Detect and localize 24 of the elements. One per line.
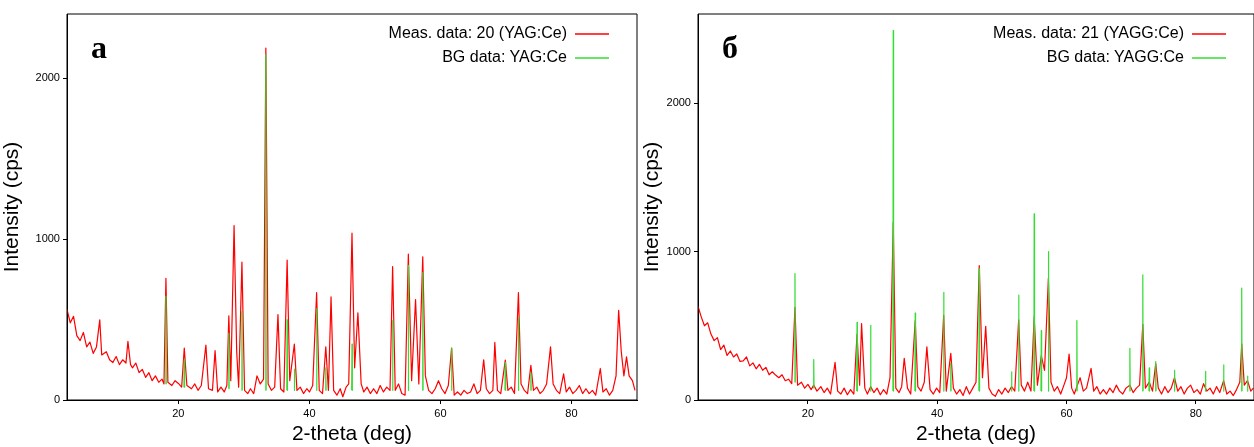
y-tick-label: 2000 (666, 96, 691, 109)
legend-label: BG data: YAG:Ce (442, 48, 568, 66)
x-axis-title: 2-theta (deg) (915, 421, 1037, 445)
x-tick-label: 20 (801, 406, 815, 419)
legend-label: Meas. data: 21 (YAGG:Ce) (993, 24, 1184, 42)
y-tick-label: 2000 (35, 71, 60, 84)
y-tick-label: 1000 (35, 232, 60, 245)
annotation: а (91, 29, 107, 65)
legend-label: BG data: YAGG:Ce (1046, 48, 1185, 66)
x-tick-label: 80 (1189, 406, 1202, 419)
x-tick-label: 60 (434, 406, 447, 419)
x-tick-label: 40 (931, 406, 944, 419)
y-tick-label: 0 (684, 393, 691, 406)
x-tick-label: 40 (303, 406, 316, 419)
annotation: б (722, 29, 738, 65)
x-axis-title: 2-theta (deg) (291, 421, 413, 445)
y-axis-title: Intensity (cps) (639, 141, 663, 273)
x-tick-label: 60 (1060, 406, 1073, 419)
legend-label: Meas. data: 20 (YAG:Ce) (388, 24, 567, 42)
y-tick-label: 0 (53, 393, 60, 406)
y-axis-title: Intensity (cps) (0, 141, 23, 273)
y-tick-label: 1000 (666, 244, 691, 257)
x-tick-label: 80 (565, 406, 578, 419)
x-tick-label: 20 (172, 406, 185, 419)
